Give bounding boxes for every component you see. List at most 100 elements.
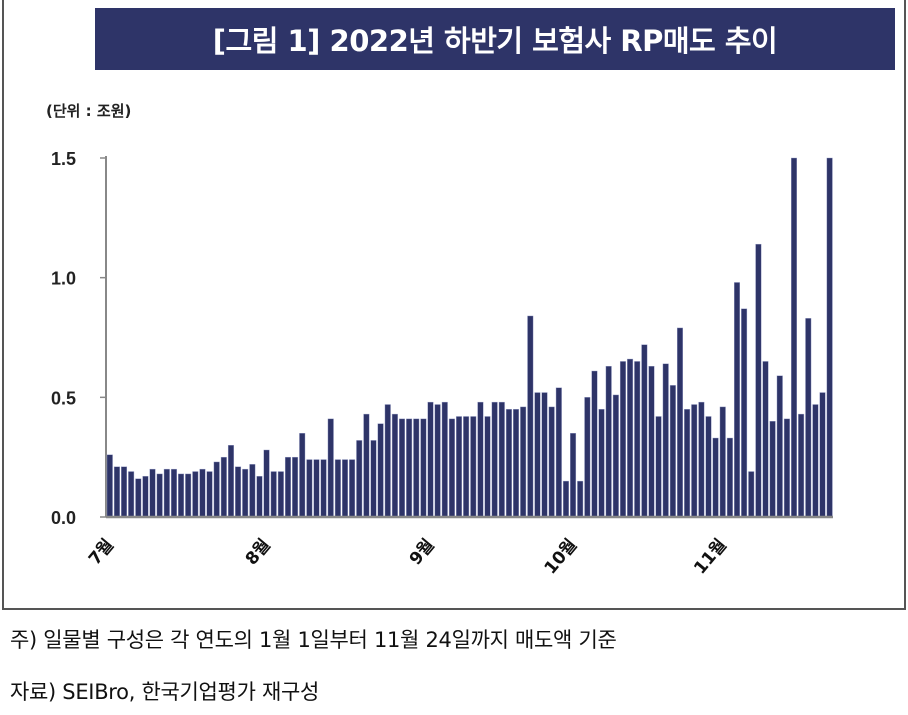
bar [577,480,584,518]
bar [434,404,441,518]
bar [106,454,113,518]
bar [762,361,769,518]
bar [185,473,192,518]
bar [591,370,598,518]
bar [505,409,512,518]
bar [791,157,797,518]
bar [513,409,520,518]
bar [170,468,177,518]
bar [384,404,391,518]
bar [349,459,356,518]
bar [584,397,591,518]
bar [370,440,377,518]
bar [299,433,306,518]
bar [399,418,405,518]
bar [142,476,149,518]
bar [570,433,577,518]
bar [199,468,206,518]
bar [812,404,819,518]
bar [805,318,812,518]
bar [719,406,726,518]
bar [377,423,384,518]
bar [755,243,762,518]
bar [662,363,669,518]
bar [748,471,755,518]
bar [520,406,527,518]
bar [527,315,534,518]
chart-title: [그림 1] 2022년 하반기 보험사 RP매도 추이 [95,8,895,70]
x-month-label: 7월 [85,535,118,569]
bar [227,445,234,518]
source-note: 자료) SEIBro, 한국기업평가 재구성 [10,680,320,704]
bar [776,375,783,518]
bar [598,409,605,518]
bar [192,471,199,518]
x-month-label: 11월 [690,535,731,578]
bar [306,459,313,518]
bar [406,418,413,518]
bar [391,413,398,518]
bar [691,404,698,518]
bar [121,466,128,518]
x-month-label: 9월 [406,535,439,569]
footnote: 주) 일물별 구성은 각 연도의 1월 1일부터 11월 24일까지 매도액 기… [10,628,617,652]
bar [541,392,548,518]
bar [448,418,455,518]
bar [783,418,790,518]
bar [826,157,833,518]
y-tick-label: 0.0 [51,508,76,528]
bar [548,406,555,518]
bar [619,361,626,518]
bar [819,392,826,518]
bar [420,418,427,518]
bar [705,416,712,518]
bar [206,471,213,518]
bar [655,416,662,518]
bar [256,476,263,518]
bar [627,358,634,518]
bar [363,413,370,518]
y-tick-label: 0.5 [51,388,76,408]
bar [342,459,348,518]
bar [470,416,477,518]
bar [648,366,655,518]
bar [135,478,142,518]
bar [156,473,163,518]
bar [427,401,434,518]
bar [734,282,740,518]
bar [128,471,135,518]
bar [220,456,227,518]
bar [534,392,541,518]
bar [463,416,470,518]
bar [213,461,220,518]
bar [741,308,748,518]
bar [413,418,420,518]
bar [313,459,320,518]
bar [562,480,569,518]
bar [149,468,156,518]
bar [113,466,120,518]
bar [726,437,733,518]
bar [242,468,249,518]
bar [684,409,691,518]
bar [334,459,341,518]
bar [284,456,291,518]
bar [456,416,463,518]
bar [163,468,170,518]
bar [441,401,448,518]
chart-frame [2,0,906,610]
y-tick-label: 1.0 [51,269,76,289]
bar [270,471,277,518]
bar [484,416,491,518]
x-month-label: 8월 [242,535,275,569]
unit-label: (단위 : 조원) [46,102,132,120]
bar [669,385,676,518]
bar [277,471,284,518]
bar [327,418,334,518]
bar [798,413,805,518]
bar [712,437,719,518]
x-month-label: 10월 [541,535,582,578]
bar [178,473,185,518]
bar [498,401,505,518]
bar [769,421,776,518]
